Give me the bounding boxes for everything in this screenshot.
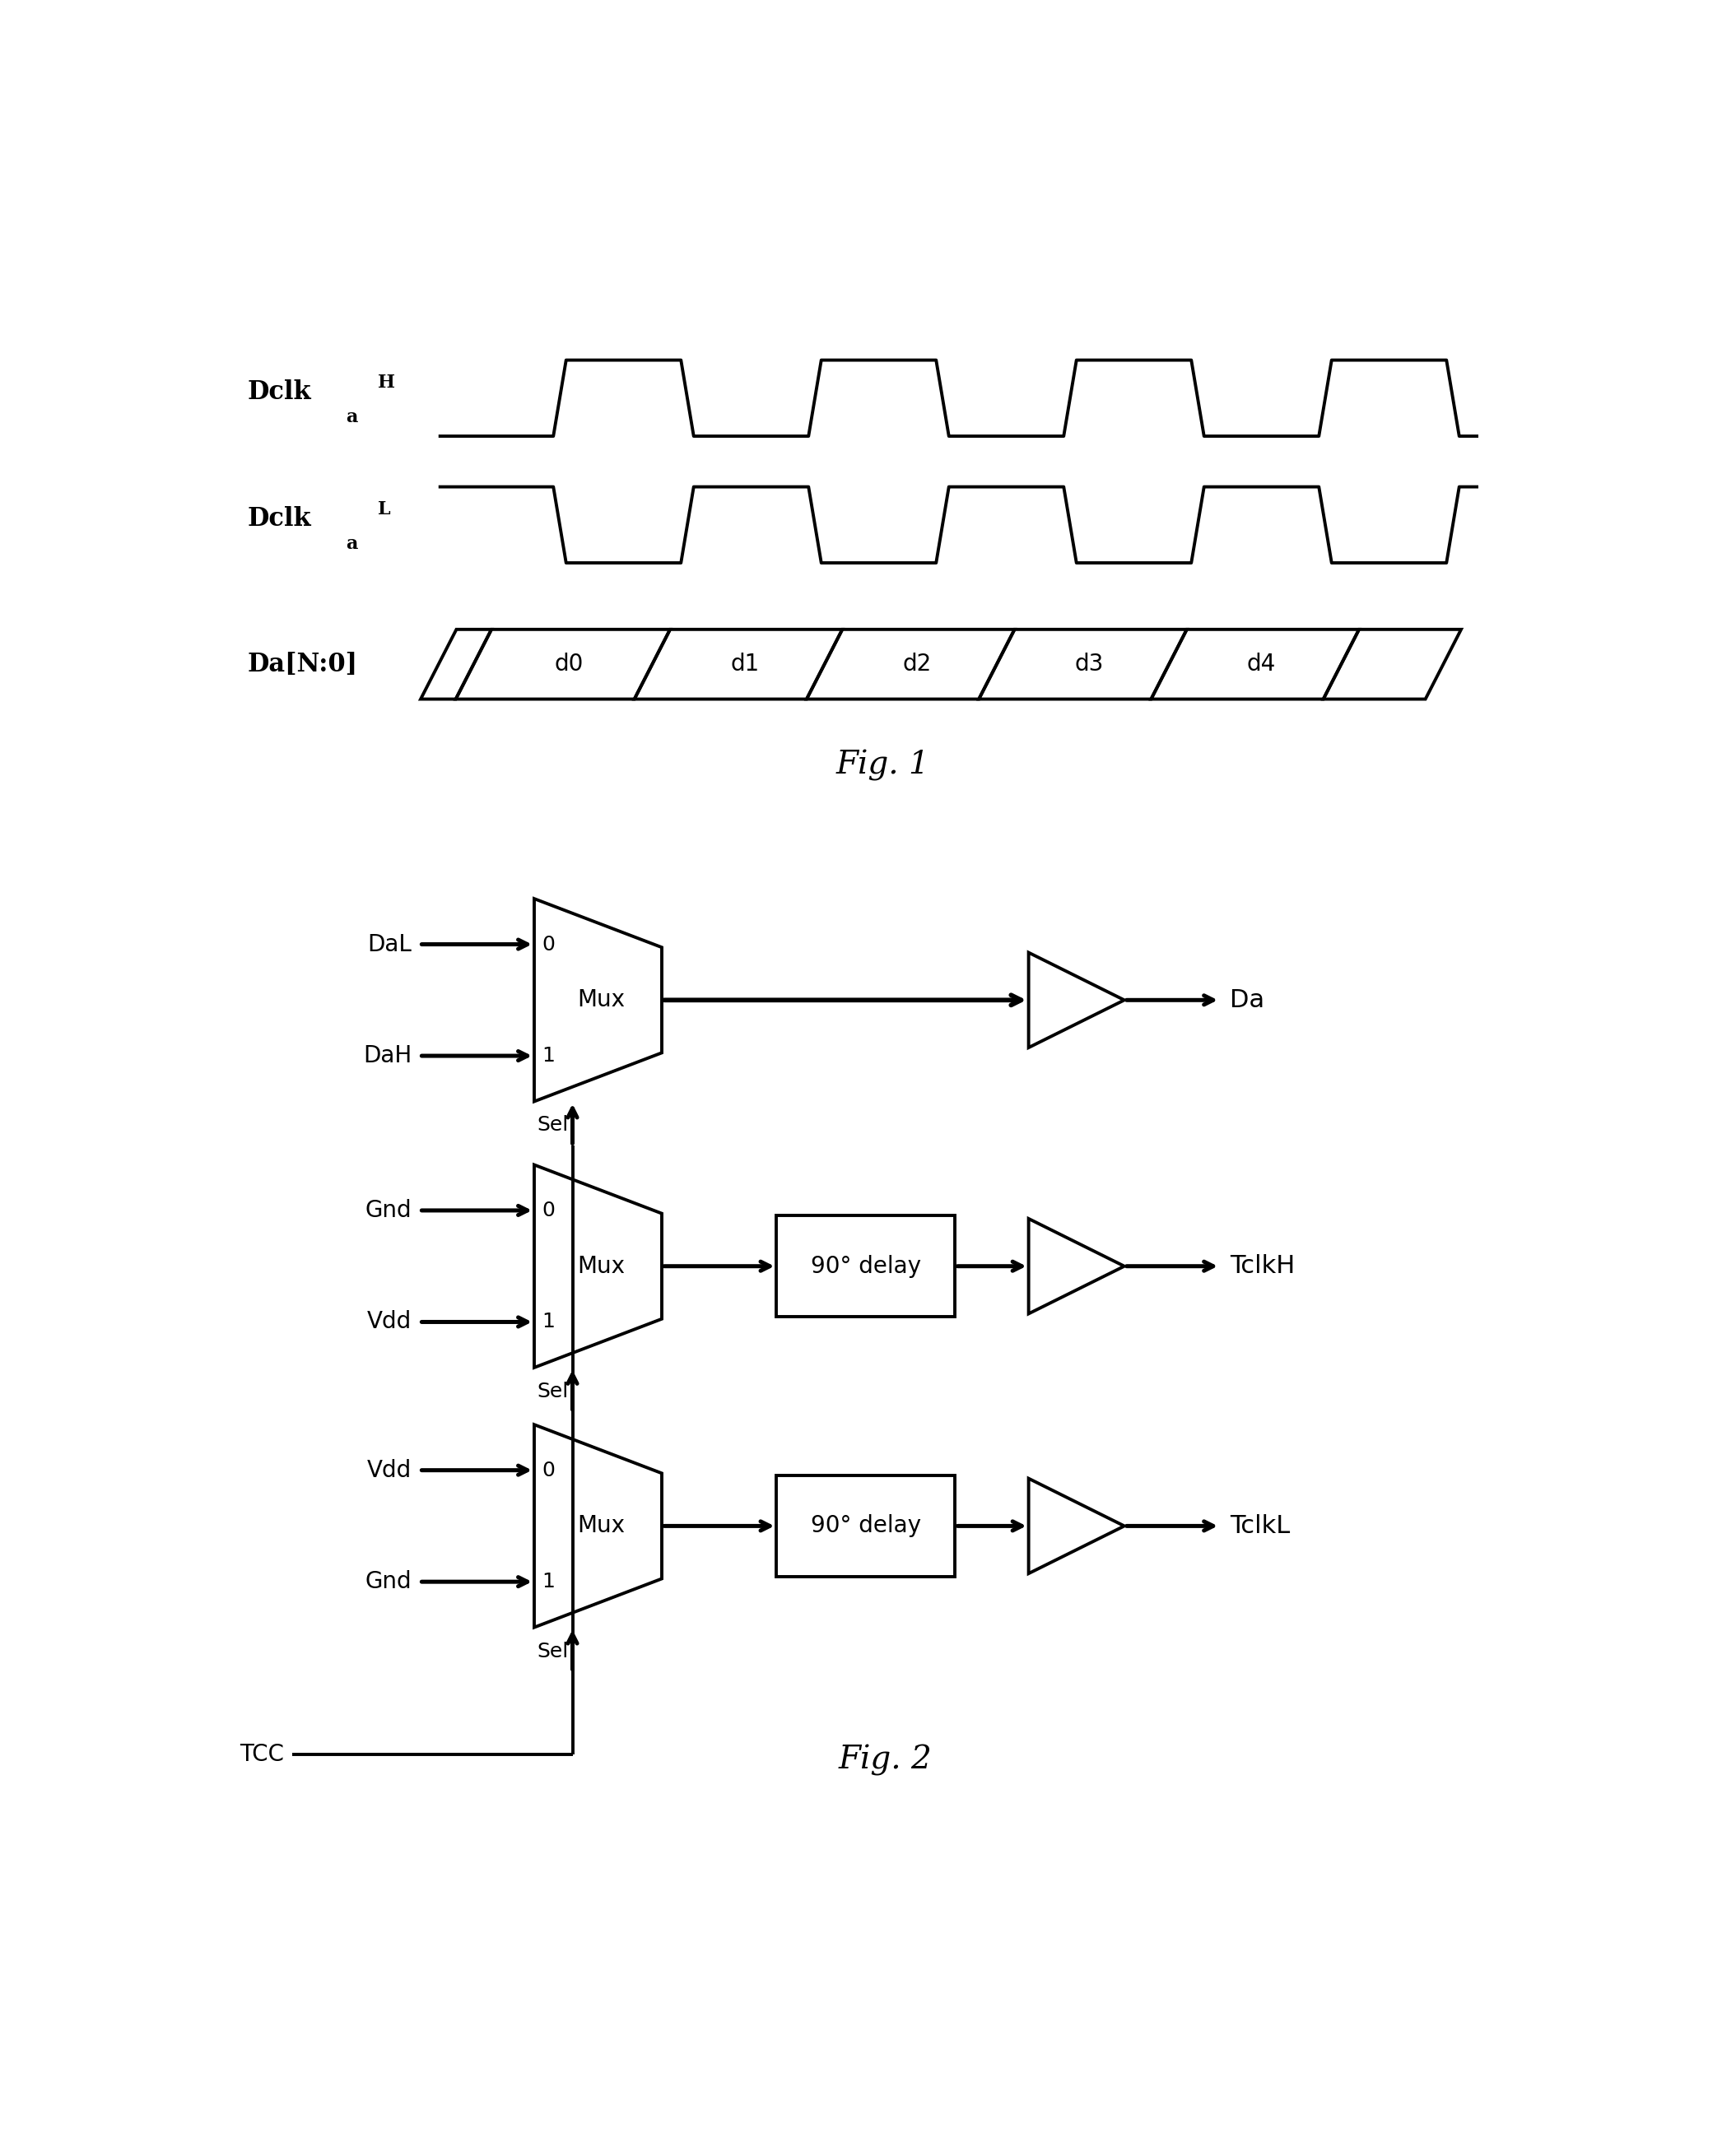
Text: a: a: [346, 535, 358, 552]
Text: d1: d1: [730, 653, 759, 675]
Text: d0: d0: [554, 653, 584, 675]
Text: Gnd: Gnd: [365, 1570, 412, 1593]
Text: Vdd: Vdd: [367, 1311, 412, 1332]
Text: 1: 1: [542, 1046, 554, 1065]
Bar: [777, 1475, 956, 1576]
Text: H: H: [377, 373, 396, 392]
Text: Da[N:0]: Da[N:0]: [248, 651, 358, 677]
Text: Mux: Mux: [577, 1255, 625, 1279]
Text: 0: 0: [542, 1201, 554, 1220]
Bar: [777, 1216, 956, 1317]
Text: DaL: DaL: [367, 934, 412, 955]
Text: 0: 0: [542, 934, 554, 955]
Text: Fig. 2: Fig. 2: [839, 1744, 932, 1777]
Text: Fig. 1: Fig. 1: [835, 750, 930, 780]
Text: 90° delay: 90° delay: [811, 1514, 921, 1537]
Text: d2: d2: [902, 653, 932, 675]
Text: Dclk: Dclk: [248, 379, 312, 405]
Text: d3: d3: [1075, 653, 1104, 675]
Text: DaH: DaH: [363, 1044, 412, 1067]
Text: 1: 1: [542, 1313, 554, 1332]
Text: Mux: Mux: [577, 1514, 625, 1537]
Text: Sel: Sel: [537, 1641, 568, 1660]
Text: Da: Da: [1230, 987, 1264, 1011]
Text: d4: d4: [1247, 653, 1276, 675]
Text: L: L: [377, 500, 391, 517]
Text: a: a: [346, 407, 358, 427]
Text: TclkL: TclkL: [1230, 1514, 1290, 1537]
Text: Gnd: Gnd: [365, 1199, 412, 1222]
Text: 0: 0: [542, 1460, 554, 1481]
Text: Mux: Mux: [577, 990, 625, 1011]
Text: Sel: Sel: [537, 1382, 568, 1401]
Text: TCC: TCC: [239, 1742, 284, 1766]
Text: Sel: Sel: [537, 1115, 568, 1136]
Text: TclkH: TclkH: [1230, 1255, 1295, 1279]
Text: 90° delay: 90° delay: [811, 1255, 921, 1279]
Text: 1: 1: [542, 1572, 554, 1591]
Text: Dclk: Dclk: [248, 507, 312, 530]
Text: Vdd: Vdd: [367, 1460, 412, 1481]
